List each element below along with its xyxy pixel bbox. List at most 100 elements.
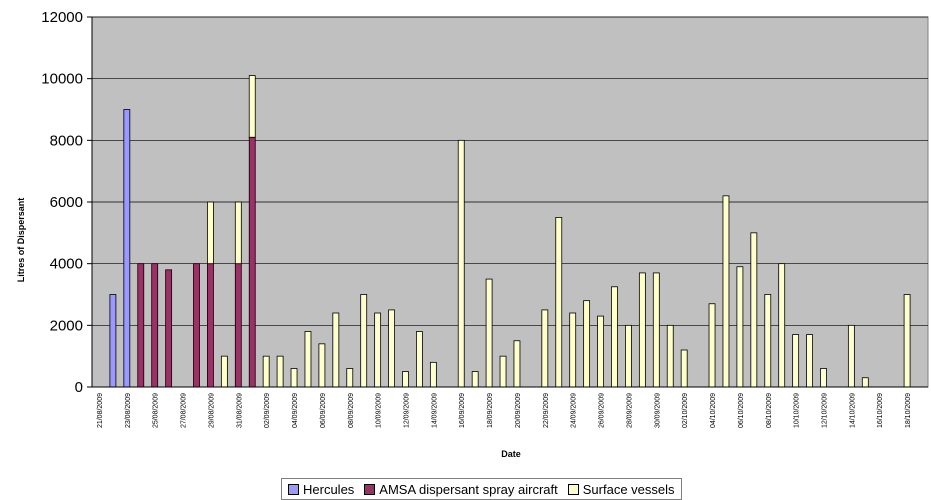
x-tick-label: 25/08/2009 (153, 393, 160, 428)
legend: Hercules AMSA dispersant spray aircraft … (281, 478, 682, 500)
bar-segment-hercules (109, 294, 117, 388)
legend-item-hercules: Hercules (288, 482, 354, 497)
bar-segment-amsa (207, 263, 214, 388)
legend-label-amsa: AMSA dispersant spray aircraft (379, 481, 558, 497)
bar-segment-surface-vessels (429, 361, 437, 388)
bar-segment-surface-vessels (220, 355, 228, 388)
bar-segment-surface-vessels (304, 331, 312, 388)
x-tick-label: 02/10/2009 (682, 393, 689, 428)
x-tick-label: 24/09/2009 (571, 393, 578, 428)
bar-segment-surface-vessels (680, 349, 688, 388)
bar-segment-amsa (248, 136, 256, 388)
x-tick-label: 20/09/2009 (515, 393, 522, 428)
bar-segment-surface-vessels (248, 75, 256, 138)
x-tick-label: 30/09/2009 (654, 393, 661, 428)
legend-label-hercules: Hercules (303, 481, 355, 497)
bar-segment-surface-vessels (402, 371, 409, 388)
y-tick-label: 8000 (50, 132, 83, 149)
x-tick-label: 08/10/2009 (766, 393, 773, 428)
bar-segment-surface-vessels (318, 343, 326, 388)
x-tick-label: 14/10/2009 (849, 393, 856, 428)
x-tick-label: 08/09/2009 (348, 393, 355, 428)
x-tick-label: 06/10/2009 (738, 393, 745, 428)
bar-segment-surface-vessels (764, 294, 772, 388)
legend-swatch-amsa (364, 483, 376, 495)
x-tick-label: 29/08/2009 (208, 393, 215, 428)
legend-item-amsa: AMSA dispersant spray aircraft (364, 481, 558, 497)
bar-segment-surface-vessels (638, 272, 646, 388)
y-tick-label: 4000 (50, 256, 83, 273)
bar-segment-surface-vessels (736, 266, 744, 388)
bar-segment-surface-vessels (388, 309, 395, 388)
legend-item-surface-vessels: Surface vessels (567, 481, 675, 497)
gridlines (92, 16, 928, 326)
x-axis-label: Date (501, 449, 521, 459)
bar-segment-surface-vessels (262, 355, 270, 388)
x-tick-label: 16/09/2009 (459, 393, 466, 428)
bar-segment-surface-vessels (346, 368, 354, 388)
bar-segment-surface-vessels (611, 286, 618, 388)
x-tick-label: 02/09/2009 (264, 393, 271, 428)
x-tick-label: 14/09/2009 (431, 393, 438, 428)
x-tick-label: 10/10/2009 (794, 393, 801, 428)
x-tick-label: 28/09/2009 (626, 393, 633, 428)
bar-segment-amsa (137, 263, 145, 388)
y-axis-ticks: 0 2000 4000 6000 8000 10000 12000 (41, 9, 92, 396)
bar-segment-surface-vessels (861, 377, 869, 388)
y-tick-label: 2000 (50, 317, 83, 334)
x-tick-label: 21/08/2009 (97, 393, 104, 428)
bar-segment-surface-vessels (597, 315, 604, 388)
bar-segment-surface-vessels (471, 371, 479, 388)
x-tick-label: 26/09/2009 (599, 393, 606, 428)
legend-swatch-hercules (288, 483, 299, 495)
y-tick-label: 0 (75, 379, 83, 396)
bars (109, 75, 911, 388)
x-axis-ticks: 21/08/2009 23/08/2009 25/08/2009 27/08/2009… (91, 17, 928, 428)
y-tick-label: 10000 (41, 71, 83, 88)
x-tick-label: 22/09/2009 (543, 393, 550, 428)
bar-segment-surface-vessels (290, 368, 298, 388)
x-tick-label: 04/10/2009 (710, 393, 717, 428)
bar-segment-surface-vessels (625, 324, 632, 388)
legend-swatch-surface-vessels (567, 483, 579, 495)
bar-segment-surface-vessels (457, 139, 465, 388)
bar-segment-surface-vessels (555, 217, 563, 388)
x-tick-label: 23/08/2009 (125, 393, 132, 428)
bar-segment-amsa (165, 269, 173, 388)
bar-segment-surface-vessels (276, 355, 284, 388)
bar-segment-surface-vessels (903, 294, 911, 388)
bar-segment-surface-vessels (792, 334, 800, 388)
bar-segment-surface-vessels (583, 300, 591, 388)
y-axis-label: Litres of Dispersant (16, 198, 26, 283)
bar-segment-surface-vessels (778, 263, 786, 388)
bar-segment-surface-vessels (806, 334, 813, 388)
x-tick-label: 18/09/2009 (487, 393, 494, 428)
x-tick-label: 18/10/2009 (905, 393, 912, 428)
bar-segment-hercules (123, 109, 131, 388)
x-tick-label: 31/08/2009 (236, 393, 243, 428)
bar-segment-surface-vessels (708, 303, 716, 388)
bar-segment-surface-vessels (207, 201, 214, 265)
bar-segment-surface-vessels (513, 340, 521, 388)
bar-segment-amsa (151, 263, 159, 388)
x-tick-label: 04/09/2009 (292, 393, 299, 428)
bar-segment-surface-vessels (750, 232, 758, 388)
bar-segment-surface-vessels (360, 294, 368, 388)
x-tick-label: 16/10/2009 (877, 393, 884, 428)
bar-segment-surface-vessels (569, 312, 577, 388)
x-tick-label: 10/09/2009 (376, 393, 383, 428)
bar-segment-surface-vessels (485, 278, 493, 388)
bar-segment-surface-vessels (820, 368, 827, 388)
bar-segment-surface-vessels (666, 324, 674, 388)
bar-segment-surface-vessels (541, 309, 549, 388)
bar-segment-amsa (234, 263, 242, 388)
bar-segment-amsa (193, 263, 200, 388)
bar-segment-surface-vessels (416, 331, 423, 388)
bar-segment-surface-vessels (652, 272, 660, 388)
bar-segment-surface-vessels (722, 195, 730, 388)
y-tick-label: 12000 (41, 9, 83, 26)
y-tick-label: 6000 (50, 194, 83, 211)
x-tick-label: 12/10/2009 (822, 393, 829, 428)
legend-label-surface-vessels: Surface vessels (582, 481, 675, 497)
